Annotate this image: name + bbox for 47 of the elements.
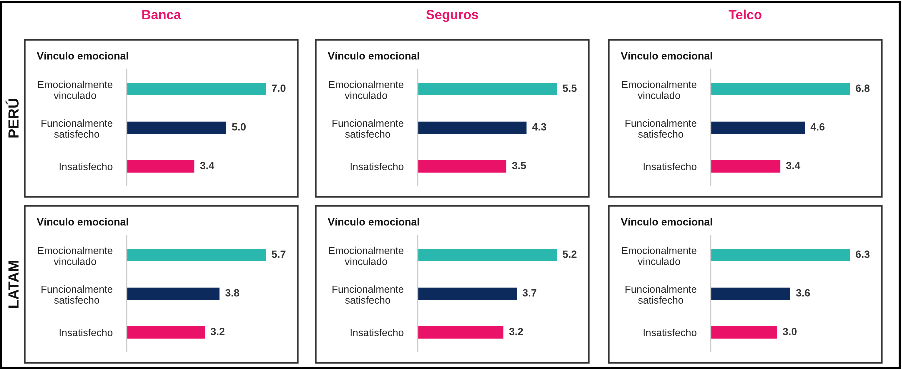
y-tick-label: Funcionalmente satisfecho <box>626 286 697 304</box>
chart-title: Vínculo emocional <box>621 218 712 226</box>
text: Seguros <box>426 10 478 22</box>
y-tick-label: Emocionalmente vinculado <box>329 246 404 266</box>
data-label: 6.8 <box>856 84 870 92</box>
data-label: 5.0 <box>232 123 246 131</box>
y-tick-label: Insatisfecho <box>60 162 113 170</box>
data-label: 7.0 <box>272 84 286 92</box>
y-tick-label: Insatisfecho <box>644 162 697 170</box>
data-label: 3.4 <box>200 162 215 170</box>
data-label: 3.2 <box>210 328 225 336</box>
chart-title: Vínculo emocional <box>37 218 128 226</box>
y-tick-label: Emocionalmente vinculado <box>622 246 697 266</box>
y-tick-label: Funcionalmente satisfecho <box>42 286 113 304</box>
y-tick-label: Funcionalmente satisfecho <box>332 120 404 138</box>
data-label: 3.8 <box>226 289 240 297</box>
text: Banca <box>142 10 182 20</box>
data-label: 6.3 <box>856 250 870 258</box>
y-tick-label: Emocionalmente vinculado <box>38 246 113 266</box>
y-tick-label: Insatisfecho <box>60 328 113 336</box>
data-label: 3.4 <box>786 162 801 170</box>
data-label: 3.0 <box>783 328 797 336</box>
y-tick-label: Funcionalmente satisfecho <box>42 120 113 138</box>
data-label: 5.7 <box>272 250 286 258</box>
y-tick-label: Funcionalmente satisfecho <box>332 286 404 304</box>
y-tick-label: Insatisfecho <box>644 328 697 336</box>
y-tick-label: Emocionalmente vinculado <box>329 80 404 100</box>
data-label: 3.6 <box>796 289 810 297</box>
data-label: 4.3 <box>532 123 546 131</box>
data-label: 3.2 <box>509 328 524 336</box>
text: Telco <box>728 10 762 20</box>
chart-title: Vínculo emocional <box>328 218 420 226</box>
y-tick-label: Insatisfecho <box>350 162 404 170</box>
y-tick-label: Insatisfecho <box>350 328 404 336</box>
y-tick-label: Emocionalmente vinculado <box>622 80 697 100</box>
data-label: 4.6 <box>810 123 825 131</box>
y-tick-label: Emocionalmente vinculado <box>38 80 113 100</box>
text: LATAM <box>8 261 19 308</box>
data-label: 5.5 <box>563 84 577 92</box>
chart-title: Vínculo emocional <box>621 52 712 60</box>
data-label: 3.7 <box>522 289 537 297</box>
y-tick-label: Funcionalmente satisfecho <box>626 120 697 138</box>
chart-title: Vínculo emocional <box>37 52 128 60</box>
text: PERÚ <box>6 99 19 138</box>
data-label: 3.5 <box>512 162 526 170</box>
data-label: 5.2 <box>563 250 577 258</box>
chart-title: Vínculo emocional <box>328 52 420 60</box>
